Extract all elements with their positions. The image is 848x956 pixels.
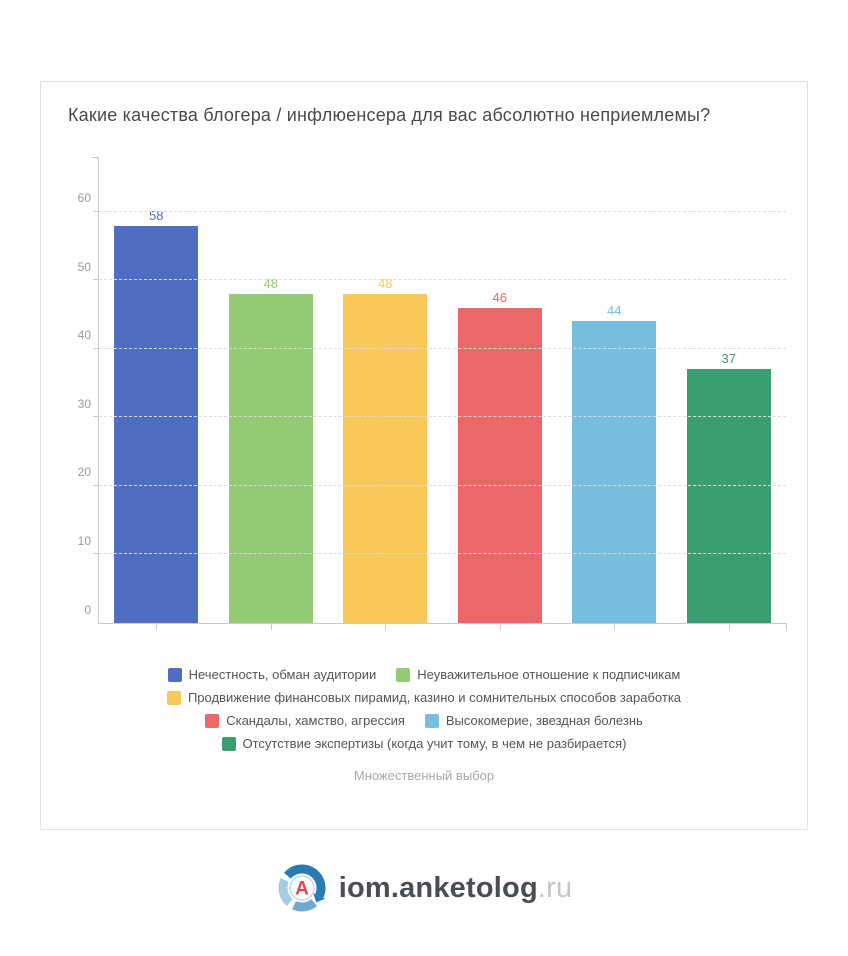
y-axis-label-30: 30 (77, 396, 91, 411)
chart-footnote: Множественный выбор (353, 768, 495, 783)
x-axis-tick-2 (270, 624, 272, 630)
bar-6[interactable]: 37 (686, 351, 771, 623)
bar-column-4: 46 (443, 158, 558, 630)
legend-item-1[interactable]: Нечестность, обман аудитории (167, 667, 377, 682)
gridline-10 (99, 553, 786, 555)
y-axis-tick-50 (93, 279, 99, 281)
bar-column-1: 58 (99, 158, 214, 630)
bar-5[interactable]: 44 (572, 303, 657, 623)
y-axis-tick-20 (93, 484, 99, 486)
legend-label-5: Высокомерие, звездная болезнь (445, 713, 643, 728)
legend-item-6[interactable]: Отсутствие экспертизы (когда учит тому, … (221, 736, 627, 751)
y-axis-label-20: 20 (77, 465, 91, 480)
legend-label-3: Продвижение финансовых пирамид, казино и… (187, 690, 682, 705)
brand-main: iom.anketolog (338, 871, 538, 904)
legend-label-4: Скандалы, хамство, агрессия (226, 713, 405, 728)
svg-text:A: A (295, 879, 309, 900)
y-axis-label-50: 50 (77, 259, 91, 274)
bar-3[interactable]: 48 (343, 276, 428, 623)
legend-item-5[interactable]: Высокомерие, звездная болезнь (424, 713, 643, 728)
x-axis-tick-3 (385, 624, 387, 630)
legend-label-2: Неуважительное отношение к подписчикам (417, 667, 681, 682)
gridline-20 (99, 484, 786, 486)
gridline-60 (99, 210, 786, 212)
bar-value-label-3: 48 (378, 276, 393, 292)
bar-4[interactable]: 46 (457, 290, 542, 623)
legend-swatch-4 (205, 713, 220, 728)
legend-swatch-3 (166, 690, 181, 705)
brand-tld: .ru (537, 871, 573, 904)
x-axis-tick-6 (728, 624, 730, 630)
y-axis-tick-10 (93, 553, 99, 555)
bar-value-label-2: 48 (263, 276, 278, 292)
gridline-30 (99, 416, 786, 418)
legend-swatch-2 (396, 667, 411, 682)
y-axis-tick-40 (93, 347, 99, 349)
bar-2[interactable]: 48 (228, 276, 313, 623)
bar-value-label-4: 46 (492, 289, 507, 305)
x-axis-tick-4 (499, 624, 501, 630)
y-axis-top-tick (92, 157, 99, 158)
y-axis-label-40: 40 (77, 328, 91, 343)
chart-legend: Нечестность, обман аудитории Неуважительн… (104, 667, 744, 751)
bar-1[interactable]: 58 (114, 208, 199, 623)
legend-item-3[interactable]: Продвижение финансовых пирамид, казино и… (166, 690, 682, 705)
bar-chart: 58 48 48 46 44 37 0 10 20 30 40 50 60 (78, 157, 807, 630)
bar-value-label-5: 44 (607, 303, 622, 319)
plot-area: 58 48 48 46 44 37 0 10 20 30 40 50 60 (78, 157, 787, 630)
bar-value-label-6: 37 (721, 351, 736, 367)
chart-title: Какие качества блогера / инфлюенсера для… (68, 105, 711, 125)
bar-value-label-1: 58 (149, 207, 164, 223)
bar-column-5: 44 (557, 158, 672, 630)
legend-item-2[interactable]: Неуважительное отношение к подписчикам (396, 667, 680, 682)
gridline-50 (99, 279, 786, 281)
y-axis-label-0: 0 (84, 602, 91, 617)
legend-swatch-5 (424, 713, 439, 728)
y-axis-label-10: 10 (77, 533, 91, 548)
x-axis-end-tick (786, 623, 787, 630)
gridline-40 (99, 347, 786, 349)
legend-swatch-6 (221, 736, 236, 751)
legend-swatch-1 (167, 667, 182, 682)
y-axis-label-60: 60 (77, 191, 91, 206)
anketolog-logo-icon: A (276, 862, 328, 914)
legend-label-1: Нечестность, обман аудитории (188, 667, 377, 682)
bar-column-6: 37 (672, 158, 787, 630)
y-axis-tick-60 (93, 210, 99, 212)
y-axis-tick-30 (93, 416, 99, 418)
footer-brand[interactable]: A iom.anketolog.ru (0, 862, 848, 914)
legend-item-4[interactable]: Скандалы, хамство, агрессия (205, 713, 405, 728)
x-axis-tick-1 (156, 624, 158, 630)
chart-card: Какие качества блогера / инфлюенсера для… (40, 81, 808, 830)
legend-label-6: Отсутствие экспертизы (когда учит тому, … (242, 736, 627, 751)
brand-name: iom.anketolog.ru (339, 872, 573, 905)
x-axis-tick-5 (614, 624, 616, 630)
